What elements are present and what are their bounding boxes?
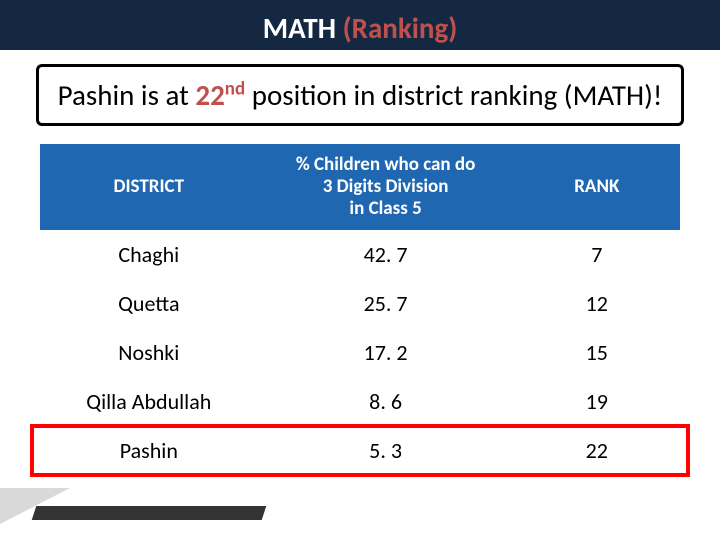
- cell-district: Qilla Abdullah: [40, 377, 258, 426]
- cell-rank: 15: [514, 328, 680, 377]
- table-header: DISTRICT % Children who can do 3 Digits …: [40, 144, 680, 230]
- cell-value: 8. 6: [258, 377, 514, 426]
- table-body: Chaghi42. 77Quetta25. 712Noshki17. 215Qi…: [40, 230, 680, 475]
- ranking-table-wrap: DISTRICT % Children who can do 3 Digits …: [40, 144, 680, 475]
- subtitle-text: Pashin is at 22nd position in district r…: [53, 77, 667, 113]
- ranking-table: DISTRICT % Children who can do 3 Digits …: [40, 144, 680, 475]
- cell-value: 17. 2: [258, 328, 514, 377]
- subtitle-rest: position in district ranking (MATH)!: [245, 77, 662, 113]
- cell-district: Chaghi: [40, 230, 258, 279]
- cell-district: Pashin: [40, 426, 258, 475]
- cell-district: Quetta: [40, 279, 258, 328]
- col-rank: RANK: [514, 144, 680, 230]
- decor-shape: [0, 480, 260, 530]
- table-row: Quetta25. 712: [40, 279, 680, 328]
- subtitle-red-suffix: nd: [225, 77, 245, 100]
- subtitle-prefix: Pashin is at: [58, 77, 196, 113]
- cell-value: 5. 3: [258, 426, 514, 475]
- subtitle-box: Pashin is at 22nd position in district r…: [36, 64, 684, 126]
- col-percent: % Children who can do 3 Digits Division …: [258, 144, 514, 230]
- title-bar: MATH (Ranking): [0, 0, 720, 50]
- table-row: Noshki17. 215: [40, 328, 680, 377]
- table-row: Qilla Abdullah8. 619: [40, 377, 680, 426]
- table-row: Pashin5. 322: [40, 426, 680, 475]
- cell-value: 42. 7: [258, 230, 514, 279]
- page-title: MATH (Ranking): [263, 10, 458, 46]
- cell-rank: 12: [514, 279, 680, 328]
- cell-rank: 19: [514, 377, 680, 426]
- cell-district: Noshki: [40, 328, 258, 377]
- title-word-1: MATH: [263, 10, 336, 46]
- table-row: Chaghi42. 77: [40, 230, 680, 279]
- cell-rank: 7: [514, 230, 680, 279]
- cell-value: 25. 7: [258, 279, 514, 328]
- col-district: DISTRICT: [40, 144, 258, 230]
- cell-rank: 22: [514, 426, 680, 475]
- subtitle-red-number: 22: [195, 77, 224, 113]
- title-word-2: (Ranking): [343, 10, 458, 46]
